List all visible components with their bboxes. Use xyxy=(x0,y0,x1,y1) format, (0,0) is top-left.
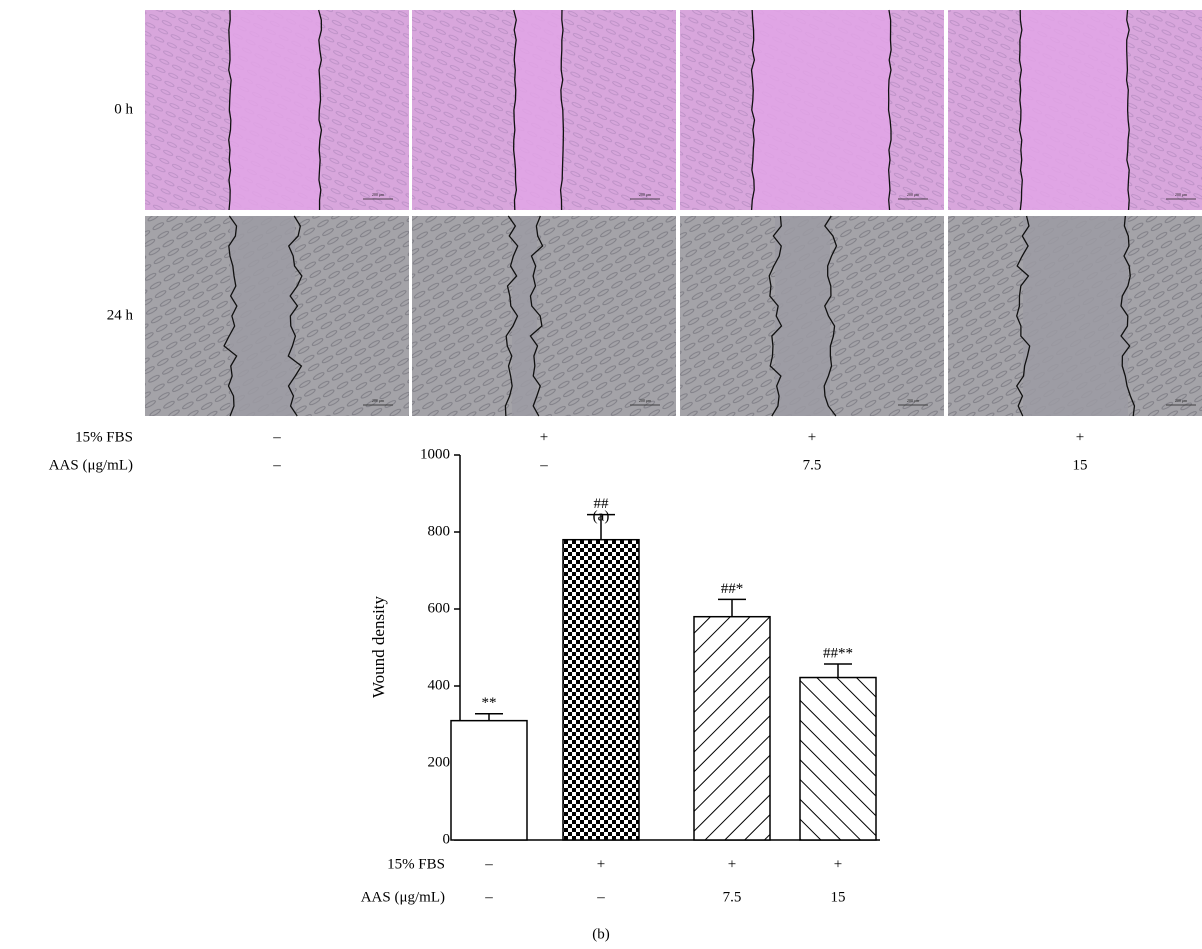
wound-gap xyxy=(512,216,537,416)
x-tick-label: – xyxy=(596,889,605,905)
scale-bar-label: 200 μm xyxy=(907,192,920,197)
condition-value: 15 xyxy=(1073,457,1088,473)
significance-label: ##* xyxy=(721,581,744,597)
wound-edge xyxy=(1125,9,1130,211)
wound-gap xyxy=(753,10,890,210)
x-tick-label: – xyxy=(484,856,493,872)
wound-edge xyxy=(223,215,238,417)
y-tick-label: 1000 xyxy=(420,446,450,462)
y-tick-label: 0 xyxy=(443,831,451,847)
scale-bar-label: 200 μm xyxy=(1175,192,1188,197)
condition-value: + xyxy=(540,429,548,445)
scale-bar-label: 200 μm xyxy=(639,398,652,403)
condition-label: AAS (μg/mL) xyxy=(49,457,133,473)
y-tick-label: 600 xyxy=(428,600,451,616)
x-tick-label: + xyxy=(597,856,605,872)
wound-gap xyxy=(775,216,830,416)
scale-bar-label: 200 μm xyxy=(372,398,385,403)
wound-edge xyxy=(1015,215,1031,417)
wound-edge xyxy=(823,215,838,417)
wound-edge xyxy=(1120,215,1136,417)
condition-label: 15% FBS xyxy=(387,856,445,872)
scale-bar-label: 200 μm xyxy=(639,192,652,197)
wound-edge xyxy=(504,215,519,417)
wound-edge xyxy=(228,9,232,211)
y-tick-label: 800 xyxy=(428,523,451,539)
x-tick-label: 15 xyxy=(831,889,846,905)
bar xyxy=(693,615,771,841)
wound-gap xyxy=(1021,10,1128,210)
significance-label: ## xyxy=(594,496,610,512)
x-tick-label: + xyxy=(728,856,736,872)
bar xyxy=(450,719,528,841)
condition-value: – xyxy=(272,429,281,445)
wound-edge xyxy=(768,215,783,417)
condition-value: + xyxy=(808,429,816,445)
y-axis-label: Wound density xyxy=(369,595,388,698)
wound-edge xyxy=(559,9,565,211)
wound-edge xyxy=(512,9,518,211)
micrograph xyxy=(412,216,676,416)
condition-value: – xyxy=(539,457,548,473)
condition-value: + xyxy=(1076,429,1084,445)
condition-label: 15% FBS xyxy=(75,429,133,445)
row-label: 24 h xyxy=(107,307,134,323)
caption-b: (b) xyxy=(592,926,610,942)
x-tick-label: 7.5 xyxy=(723,889,742,905)
scale-bar-label: 200 μm xyxy=(372,192,385,197)
wound-edge xyxy=(1018,9,1023,211)
condition-value: 7.5 xyxy=(803,457,822,473)
wound-gap xyxy=(230,216,295,416)
wound-edge xyxy=(318,9,323,211)
wound-gap xyxy=(515,10,562,210)
wound-edge xyxy=(750,9,756,211)
significance-label: ** xyxy=(482,695,497,711)
wound-edge xyxy=(287,215,303,417)
x-tick-label: + xyxy=(834,856,842,872)
wound-gap xyxy=(230,10,320,210)
y-tick-label: 400 xyxy=(428,677,451,693)
condition-value: – xyxy=(272,457,281,473)
bar xyxy=(799,676,877,841)
wound-gap xyxy=(1023,216,1128,416)
condition-label: AAS (μg/mL) xyxy=(361,889,445,905)
row-label: 0 h xyxy=(114,101,133,117)
scale-bar-label: 200 μm xyxy=(907,398,920,403)
wound-edge xyxy=(887,9,892,211)
scale-bar-label: 200 μm xyxy=(1175,398,1188,403)
wound-edge xyxy=(529,215,544,417)
significance-label: ##** xyxy=(823,645,853,661)
bar xyxy=(562,538,640,841)
y-tick-label: 200 xyxy=(428,754,451,770)
x-tick-label: – xyxy=(484,889,493,905)
